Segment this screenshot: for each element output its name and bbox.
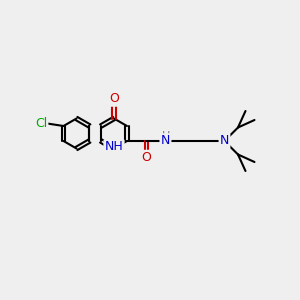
Text: N: N [161, 134, 170, 148]
Text: H: H [162, 130, 170, 141]
Text: N: N [220, 134, 229, 148]
Text: NH: NH [105, 140, 123, 154]
Text: O: O [142, 151, 152, 164]
Text: O: O [109, 92, 119, 106]
Text: Cl: Cl [35, 116, 47, 130]
